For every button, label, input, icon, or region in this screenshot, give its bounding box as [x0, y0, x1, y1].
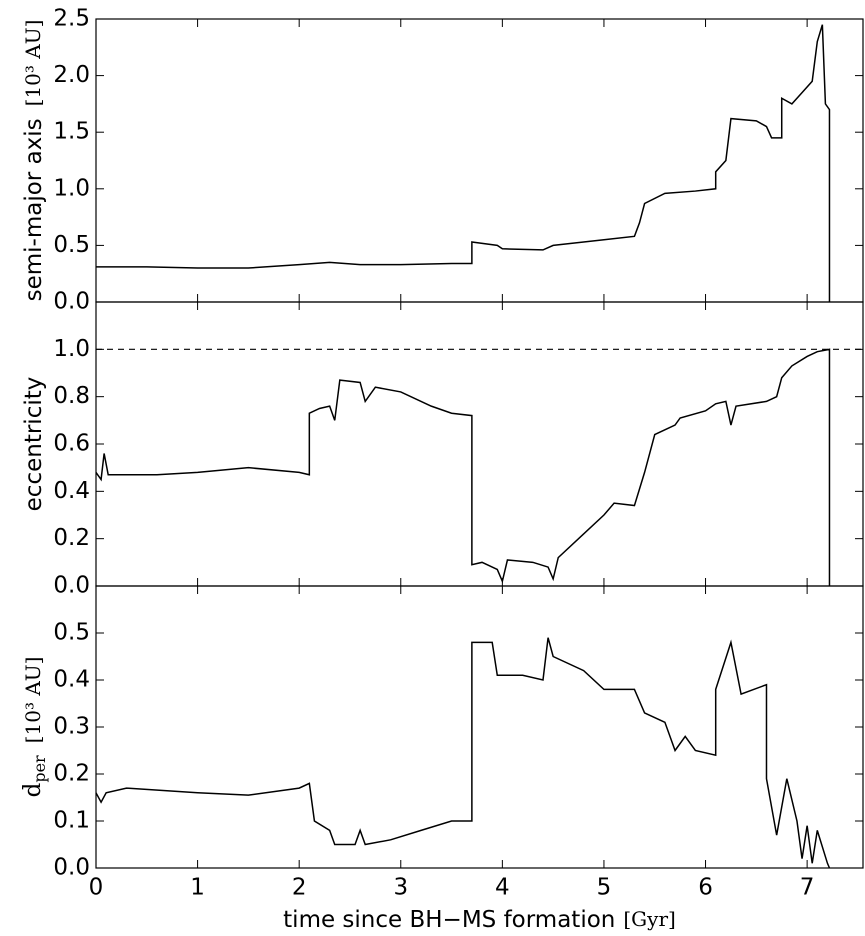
- y-tick-label: 0.0: [53, 573, 90, 599]
- y-tick-label: 0.5: [53, 232, 90, 258]
- y-tick-label: 2.5: [53, 6, 90, 32]
- data-line: [96, 24, 831, 302]
- plot-frame: [95, 301, 864, 587]
- y-tick-label: 0.0: [53, 855, 90, 881]
- x-tick-label: 3: [393, 875, 408, 901]
- x-tick-label: 0: [89, 875, 104, 901]
- data-line: [95, 348, 831, 586]
- y-tick-label: 0.2: [53, 761, 90, 787]
- x-tick-label: 5: [597, 875, 612, 901]
- y-tick-label: 2.0: [53, 62, 90, 88]
- x-label-unit: [Gyr]: [623, 907, 675, 931]
- y-label-text: eccentricity: [21, 377, 47, 512]
- x-label-text: time since BH−MS formation: [283, 907, 615, 933]
- y-axis-label: dper [10³ AU]: [20, 657, 49, 798]
- y-tick-label: 1.5: [53, 119, 90, 145]
- plot-frame: [95, 585, 864, 869]
- y-tick-label: 0.6: [53, 431, 90, 457]
- y-axis-label: eccentricity: [21, 377, 47, 512]
- y-tick-label: 0.5: [53, 620, 90, 646]
- y-tick-label: 0.4: [53, 478, 90, 504]
- data-line: [95, 637, 831, 869]
- y-tick-label: 1.0: [53, 336, 90, 362]
- y-tick-label: 0.2: [53, 525, 90, 551]
- y-tick-label: 0.8: [53, 383, 90, 409]
- y-tick-label: 0.1: [53, 808, 90, 834]
- x-tick-label: 7: [800, 875, 815, 901]
- x-tick-label: 1: [190, 875, 205, 901]
- x-tick-label: 6: [698, 875, 713, 901]
- y-tick-label: 0.4: [53, 667, 90, 693]
- y-tick-label: 0.0: [53, 289, 90, 315]
- y-tick-label: 1.0: [53, 175, 90, 201]
- y-label-unit: [10³ AU]: [21, 657, 45, 744]
- plot-frame: [95, 18, 864, 303]
- y-label-text: d: [20, 782, 46, 797]
- y-label-unit: [10³ AU]: [21, 20, 45, 107]
- y-label-sub: per: [30, 755, 49, 783]
- y-tick-label: 0.3: [53, 714, 90, 740]
- y-axis-label: semi-major axis [10³ AU]: [21, 20, 47, 302]
- x-axis-label: time since BH−MS formation [Gyr]: [283, 907, 676, 933]
- x-tick-label: 4: [495, 875, 510, 901]
- x-tick-label: 2: [292, 875, 307, 901]
- y-label-text: semi-major axis: [21, 118, 47, 301]
